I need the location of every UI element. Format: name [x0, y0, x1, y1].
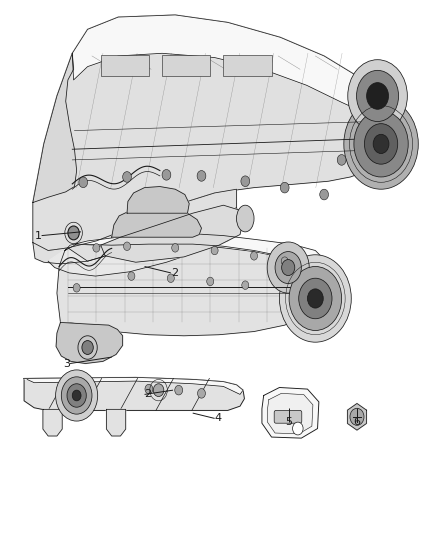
Ellipse shape	[237, 205, 254, 232]
Circle shape	[73, 284, 80, 292]
Circle shape	[211, 246, 218, 255]
Circle shape	[82, 341, 93, 354]
Text: 2: 2	[171, 268, 178, 278]
Circle shape	[56, 370, 98, 421]
Polygon shape	[33, 53, 77, 203]
Text: 5: 5	[286, 417, 293, 427]
Circle shape	[79, 177, 88, 188]
Polygon shape	[101, 205, 243, 262]
Circle shape	[172, 244, 179, 252]
Circle shape	[344, 99, 418, 189]
Polygon shape	[267, 393, 313, 434]
Circle shape	[251, 252, 258, 260]
Polygon shape	[106, 409, 126, 436]
Polygon shape	[127, 187, 189, 213]
Circle shape	[293, 422, 303, 435]
Circle shape	[72, 390, 81, 401]
Circle shape	[267, 242, 309, 293]
Circle shape	[364, 124, 398, 164]
Circle shape	[124, 242, 131, 251]
Circle shape	[153, 384, 164, 397]
Circle shape	[320, 189, 328, 200]
Circle shape	[241, 176, 250, 187]
Polygon shape	[56, 322, 123, 364]
Circle shape	[279, 255, 351, 342]
Polygon shape	[57, 244, 328, 336]
Circle shape	[281, 257, 288, 265]
Circle shape	[175, 385, 183, 395]
Bar	[223, 55, 272, 76]
Circle shape	[162, 169, 171, 180]
Circle shape	[337, 155, 346, 165]
Polygon shape	[43, 409, 62, 436]
Circle shape	[348, 60, 407, 132]
Polygon shape	[65, 233, 328, 287]
Polygon shape	[72, 15, 394, 117]
Circle shape	[350, 408, 364, 425]
Circle shape	[242, 281, 249, 289]
Circle shape	[123, 172, 131, 182]
Text: 6: 6	[353, 417, 360, 427]
Circle shape	[282, 260, 295, 276]
Circle shape	[354, 111, 408, 177]
Polygon shape	[33, 189, 237, 264]
Polygon shape	[33, 15, 399, 251]
Circle shape	[198, 389, 205, 398]
Bar	[101, 55, 149, 76]
Polygon shape	[48, 208, 241, 276]
Text: 2: 2	[145, 390, 152, 399]
Circle shape	[78, 336, 97, 359]
Circle shape	[197, 171, 206, 181]
Polygon shape	[24, 377, 244, 410]
Circle shape	[357, 70, 399, 122]
Polygon shape	[262, 387, 319, 438]
Circle shape	[207, 277, 214, 286]
FancyBboxPatch shape	[274, 410, 302, 423]
Polygon shape	[112, 208, 201, 237]
Text: 4: 4	[215, 414, 222, 423]
Circle shape	[367, 83, 389, 109]
Circle shape	[299, 278, 332, 319]
Circle shape	[68, 226, 79, 240]
Circle shape	[280, 182, 289, 193]
Text: 3: 3	[63, 359, 70, 368]
Polygon shape	[347, 403, 367, 430]
Circle shape	[93, 244, 100, 252]
Text: 1: 1	[35, 231, 42, 240]
Circle shape	[61, 377, 92, 414]
Bar	[162, 55, 210, 76]
Polygon shape	[24, 377, 243, 394]
Circle shape	[307, 289, 323, 308]
Circle shape	[145, 384, 153, 394]
Circle shape	[289, 266, 342, 330]
Circle shape	[275, 252, 301, 284]
Circle shape	[373, 134, 389, 154]
Circle shape	[128, 272, 135, 280]
Circle shape	[167, 274, 174, 282]
Circle shape	[67, 384, 86, 407]
